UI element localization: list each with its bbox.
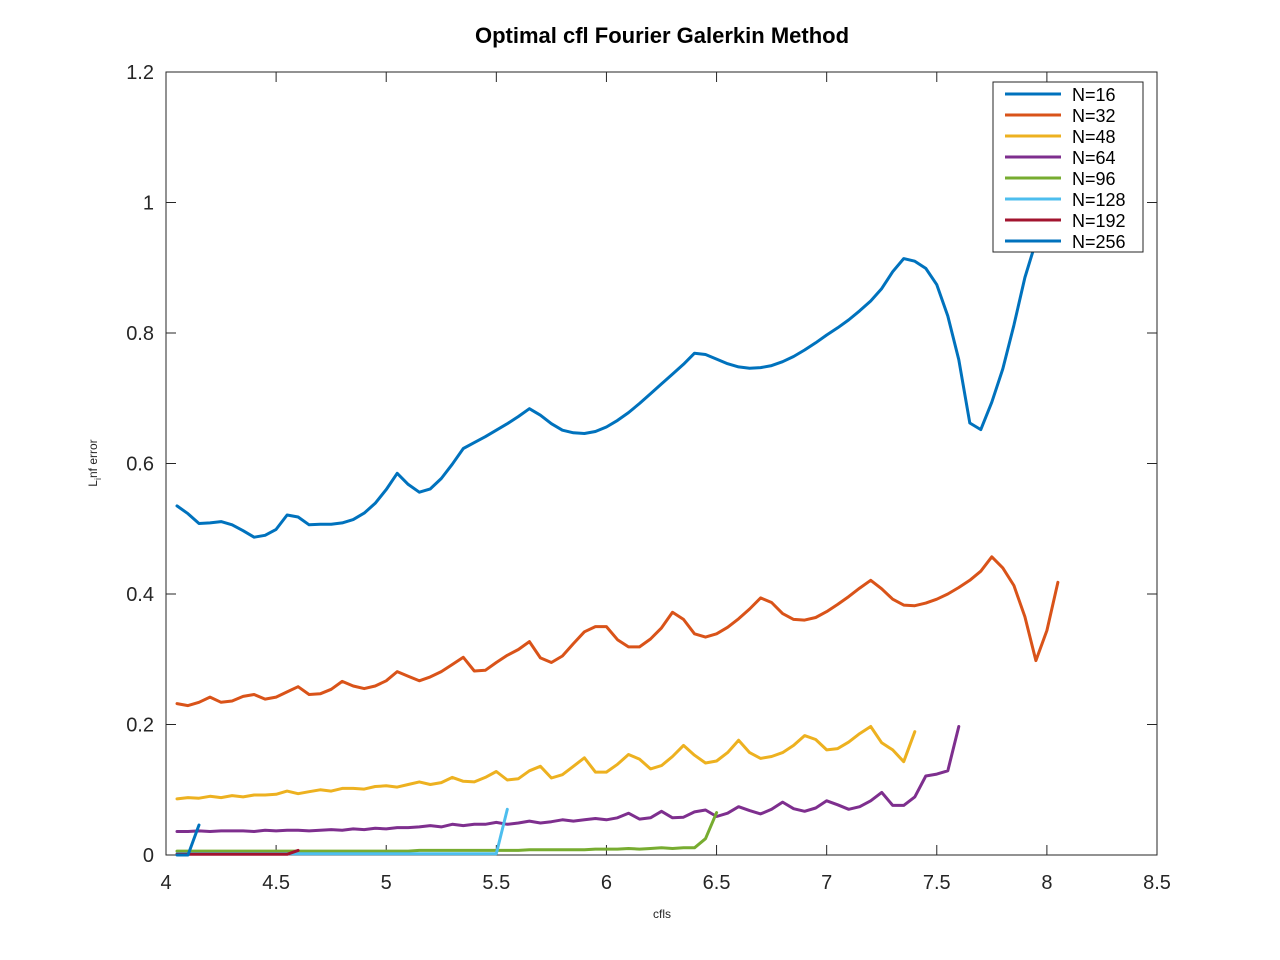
legend-label: N=32 (1072, 106, 1116, 126)
x-tick-label: 5.5 (482, 872, 510, 894)
legend-label: N=192 (1072, 211, 1126, 231)
y-tick-label: 1 (143, 193, 154, 215)
x-tick-label: 4 (160, 872, 171, 894)
legend-label: N=16 (1072, 85, 1116, 105)
x-tick-label: 6 (601, 872, 612, 894)
x-tick-label: 5 (381, 872, 392, 894)
y-axis-label-sub: i (93, 478, 103, 480)
plot-axes (165, 71, 1158, 856)
y-axis-label: Linf error (86, 439, 103, 486)
series-line-n-96 (175, 811, 719, 853)
x-tick-label: 4.5 (262, 872, 290, 894)
legend-label: N=256 (1072, 232, 1126, 252)
y-tick-label: 0.8 (126, 323, 154, 345)
x-tick-label: 6.5 (703, 872, 731, 894)
svg-text:Linf error: Linf error (86, 439, 103, 486)
legend-box (992, 81, 1144, 253)
y-axis-label-main: L (86, 480, 100, 487)
y-tick-label: 0.6 (126, 454, 154, 476)
legend-label: N=128 (1072, 190, 1126, 210)
y-tick-label: 0 (143, 845, 154, 867)
y-tick-label: 0.4 (126, 584, 154, 606)
x-tick-label: 8 (1041, 872, 1052, 894)
series-line-n-16 (175, 240, 1038, 539)
y-tick-label: 0.2 (126, 715, 154, 737)
series-line-n-32 (175, 555, 1060, 708)
series-line-n-48 (175, 725, 917, 801)
x-axis-label: cfls (653, 907, 671, 921)
series-line-n-192 (175, 848, 300, 856)
x-tick-label: 7.5 (923, 872, 951, 894)
legend-label: N=96 (1072, 169, 1116, 189)
series-line-n-64 (175, 725, 961, 833)
x-ticks: 4 4.5 5 5.5 6 6.5 7 7.5 8 8.5 (160, 72, 1171, 894)
legend-label: N=64 (1072, 148, 1116, 168)
y-tick-label: 1.2 (126, 62, 154, 84)
legend-label: N=48 (1072, 127, 1116, 147)
x-tick-label: 8.5 (1143, 872, 1171, 894)
series-line-n-256 (175, 823, 201, 857)
y-axis-label-rest: nf error (86, 439, 100, 478)
series-layer (175, 240, 1060, 857)
x-tick-label: 7 (821, 872, 832, 894)
chart-title: Optimal cfl Fourier Galerkin Method (475, 23, 849, 48)
plot-area (165, 71, 1158, 856)
y-ticks: 0 0.2 0.4 0.6 0.8 1 1.2 (126, 62, 1157, 867)
